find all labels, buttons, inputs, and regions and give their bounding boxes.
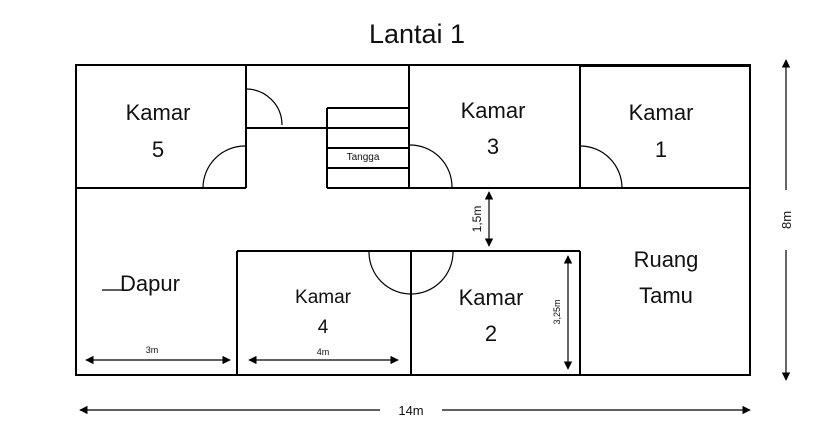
dim-label-14m: 14m <box>398 403 423 418</box>
dimension-total-height: 8m <box>779 59 794 381</box>
label-kamar5-number: 5 <box>152 137 164 162</box>
label-kamar3-name: Kamar <box>461 98 526 123</box>
dim-label-corridor: 1,5m <box>470 206 484 233</box>
dimension-kamar2-depth: 3,25m <box>552 255 573 370</box>
dim-label-dapur-width: 3m <box>146 345 159 355</box>
door-arc-kamar5 <box>202 145 246 189</box>
label-kamar2-number: 2 <box>485 321 497 346</box>
label-ruang-tamu-line1: Ruang <box>634 247 699 272</box>
door-arc-kamar1 <box>580 145 623 189</box>
label-kamar1-name: Kamar <box>629 100 694 125</box>
label-ruang-tamu-line2: Tamu <box>639 283 693 308</box>
staircase <box>326 107 409 169</box>
dim-label-kamar4-width: 4m <box>317 347 330 357</box>
label-tangga: Tangga <box>347 152 380 163</box>
dim-label-kamar2-depth: 3,25m <box>552 299 562 324</box>
dimension-dapur-width: 3m <box>85 345 231 365</box>
label-kamar3-number: 3 <box>487 134 499 159</box>
dim-label-8m: 8m <box>779 211 794 229</box>
dimension-corridor: 1,5m <box>470 191 494 247</box>
door-arc-landing <box>245 88 283 126</box>
label-kamar1-number: 1 <box>655 137 667 162</box>
door-arc-kamar4 <box>368 251 412 295</box>
dimension-kamar4-width: 4m <box>248 347 399 365</box>
label-dapur: Dapur <box>120 271 180 296</box>
label-kamar5-name: Kamar <box>126 100 191 125</box>
plan-title: Lantai 1 <box>369 19 465 49</box>
dimension-total-width: 14m <box>79 403 751 418</box>
outer-wall <box>75 64 751 376</box>
door-arc-kamar3 <box>409 144 453 188</box>
label-kamar4-name: Kamar <box>295 287 352 308</box>
door-arc-kamar2 <box>410 251 454 295</box>
label-kamar4-number: 4 <box>318 317 329 338</box>
label-kamar2-name: Kamar <box>459 285 524 310</box>
